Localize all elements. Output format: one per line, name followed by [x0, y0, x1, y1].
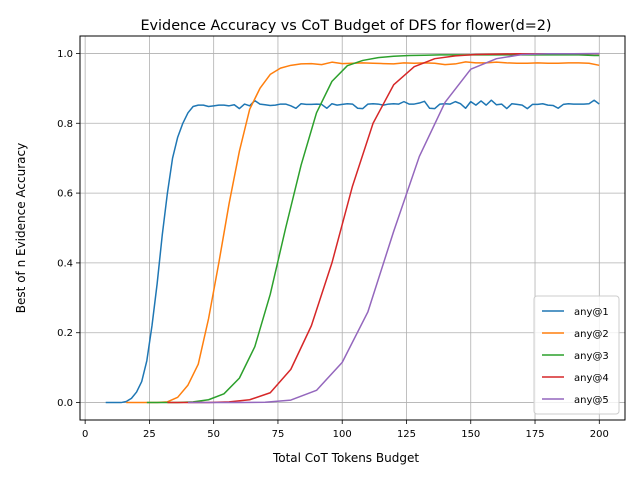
x-axis-label: Total CoT Tokens Budget [272, 451, 419, 465]
series-line-any-at-5 [187, 52, 600, 404]
legend-label: any@4 [574, 373, 609, 384]
legend-box [533, 295, 620, 415]
chart-title: Evidence Accuracy vs CoT Budget of DFS f… [140, 18, 551, 34]
y-tick-label: 0.0 [57, 398, 73, 409]
y-tick-label: 0.4 [57, 258, 73, 269]
legend-label: any@2 [574, 329, 609, 340]
plot-frame [79, 35, 626, 421]
legend-label: any@5 [574, 395, 609, 406]
x-tick-label: 200 [590, 429, 609, 440]
y-tick-label: 1.0 [57, 49, 73, 60]
y-tick-label: 0.2 [57, 328, 73, 339]
y-axis-label: Best of n Evidence Accuracy [14, 143, 28, 313]
series-line-any-at-1 [105, 99, 600, 404]
series-line-any-at-2 [126, 61, 600, 404]
x-tick-label: 25 [143, 429, 156, 440]
x-tick-label: 50 [207, 429, 220, 440]
x-tick-label: 0 [82, 429, 88, 440]
x-tick-label: 100 [333, 429, 352, 440]
y-tick-label: 0.8 [57, 119, 73, 130]
legend-label: any@3 [574, 351, 609, 362]
x-tick-label: 175 [525, 429, 544, 440]
series-line-any-at-3 [146, 54, 600, 404]
x-tick-label: 150 [461, 429, 480, 440]
x-tick-label: 75 [272, 429, 285, 440]
legend-label: any@1 [574, 307, 609, 318]
x-tick-label: 125 [397, 429, 416, 440]
y-tick-label: 0.6 [57, 189, 73, 200]
legend: any@1 any@2 any@3 any@4 any@5 [533, 295, 620, 415]
